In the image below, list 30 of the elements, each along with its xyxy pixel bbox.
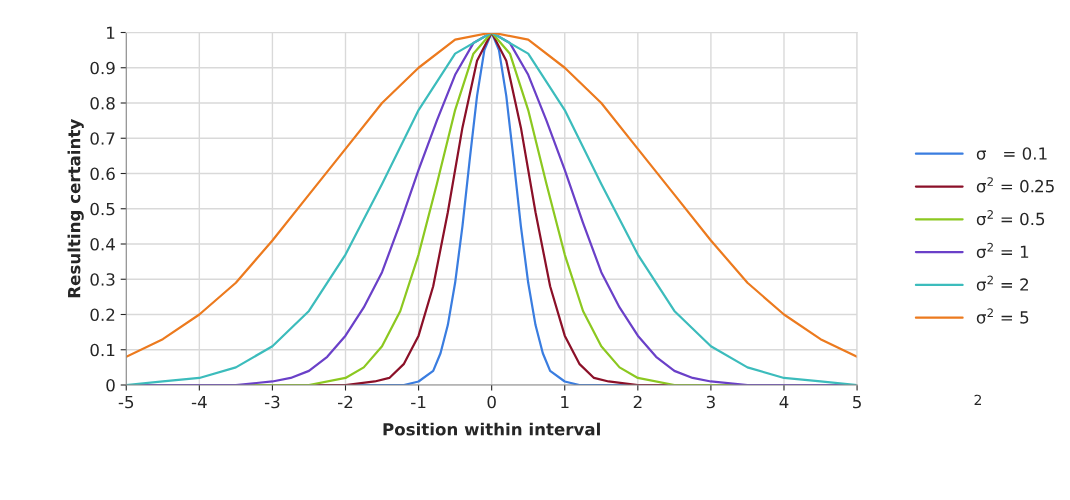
x-tick-label: 4 [779, 395, 789, 409]
y-tick-label: 0 [106, 378, 115, 392]
x-tick-label: 2 [633, 395, 642, 409]
x-tick-label: 0 [487, 395, 496, 409]
legend-label: σ = 0.1 [976, 147, 1047, 160]
x-tick-label: 5 [853, 395, 861, 409]
y-tick-label: 0.9 [90, 61, 115, 75]
x-tick-label: -3 [264, 395, 280, 409]
y-axis-title: Resulting certainty [67, 119, 84, 298]
legend-label: σ$^{2}$ = 0.25 [976, 177, 1054, 193]
y-tick-label: 0.3 [90, 273, 115, 286]
x-tick-label: 3 [706, 395, 715, 409]
legend-label: σ$^{2}$ = 2 [976, 275, 1029, 291]
y-tick-label: 0.1 [90, 343, 115, 357]
x-tick-label: -4 [191, 395, 207, 409]
y-tick-label: 0.7 [90, 132, 115, 145]
y-tick-label: 0.8 [90, 96, 115, 110]
x-tick-label: 1 [561, 395, 569, 409]
legend-label: σ$^{2}$ = 1 [976, 242, 1029, 259]
y-tick-label: 0.2 [90, 308, 115, 322]
x-tick-label: -1 [411, 395, 426, 409]
y-tick-label: 0.5 [90, 202, 115, 216]
y-tick-label: 1 [107, 26, 115, 39]
x-tick-label: -5 [118, 395, 134, 409]
y-tick-label: 0.4 [90, 237, 115, 251]
legend-label: σ$^{2}$ = 0.5 [976, 209, 1045, 226]
x-tick-label: -2 [338, 395, 353, 409]
x-axis-title: Position within interval [383, 422, 600, 436]
legend-label: σ$^{2}$ = 5 [976, 308, 1029, 324]
y-tick-label: 0.6 [90, 167, 115, 181]
